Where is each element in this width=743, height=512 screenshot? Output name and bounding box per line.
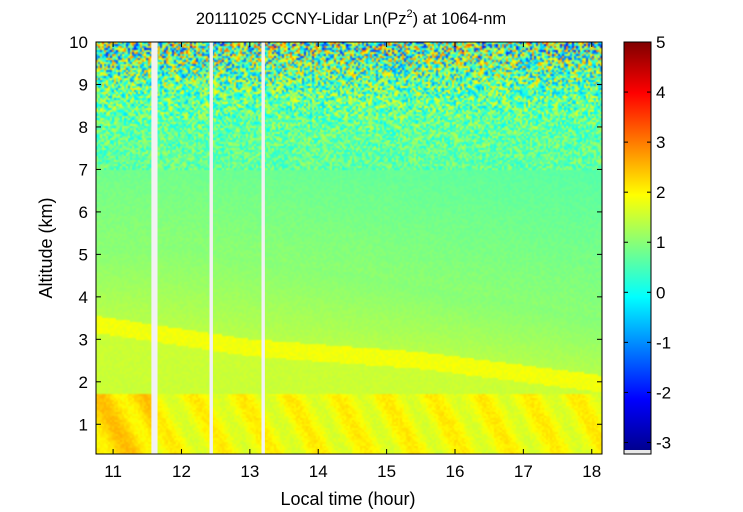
- x-tick-label: 11: [104, 462, 122, 481]
- x-tick-label: 18: [582, 462, 601, 481]
- plot-frame: [95, 41, 603, 455]
- colorbar-tick-label: 2: [656, 183, 665, 202]
- y-tick-label: 2: [79, 373, 88, 392]
- colorbar-gradient: [624, 42, 651, 450]
- backscatter-heatmap: [96, 42, 602, 454]
- colorbar-tick-label: 0: [656, 283, 665, 302]
- y-tick-label: 5: [79, 245, 88, 264]
- colorbar-tick-label: 4: [656, 83, 665, 102]
- y-axis-label: Altitude (km): [36, 197, 56, 298]
- x-tick-label: 13: [240, 462, 259, 481]
- y-tick-label: 7: [79, 160, 88, 179]
- x-tick-label: 17: [514, 462, 533, 481]
- y-tick-label: 1: [79, 415, 88, 434]
- colorbar-nodata-swatch: [624, 450, 651, 454]
- y-tick-label: 6: [79, 203, 88, 222]
- chart-title: 20111025 CCNY-Lidar Ln(Pz2) at 1064-nm: [196, 8, 506, 28]
- colorbar-tick-label: -3: [656, 433, 671, 452]
- colorbar-frame: [623, 41, 652, 455]
- colorbar-tick-label: 5: [656, 33, 665, 52]
- y-tick-label: 4: [79, 288, 88, 307]
- y-tick-label: 10: [69, 33, 88, 52]
- data-gap: [261, 42, 265, 454]
- y-tick-label: 8: [79, 118, 88, 137]
- x-tick-label: 15: [377, 462, 396, 481]
- x-tick-label: 16: [446, 462, 465, 481]
- y-tick-label: 9: [79, 75, 88, 94]
- data-gap: [209, 42, 213, 454]
- x-tick-label: 14: [309, 462, 328, 481]
- colorbar-tick-label: 1: [656, 233, 665, 252]
- colorbar: 5 4 3 2 1 0 -1 -2 -3: [623, 33, 671, 455]
- colorbar-tick-label: 3: [656, 133, 665, 152]
- x-axis-label: Local time (hour): [280, 489, 415, 509]
- colorbar-tick-label: -1: [656, 333, 671, 352]
- y-tick-label: 3: [79, 330, 88, 349]
- data-gap: [151, 42, 158, 454]
- colorbar-tick-label: -2: [656, 383, 671, 402]
- x-tick-label: 12: [172, 462, 191, 481]
